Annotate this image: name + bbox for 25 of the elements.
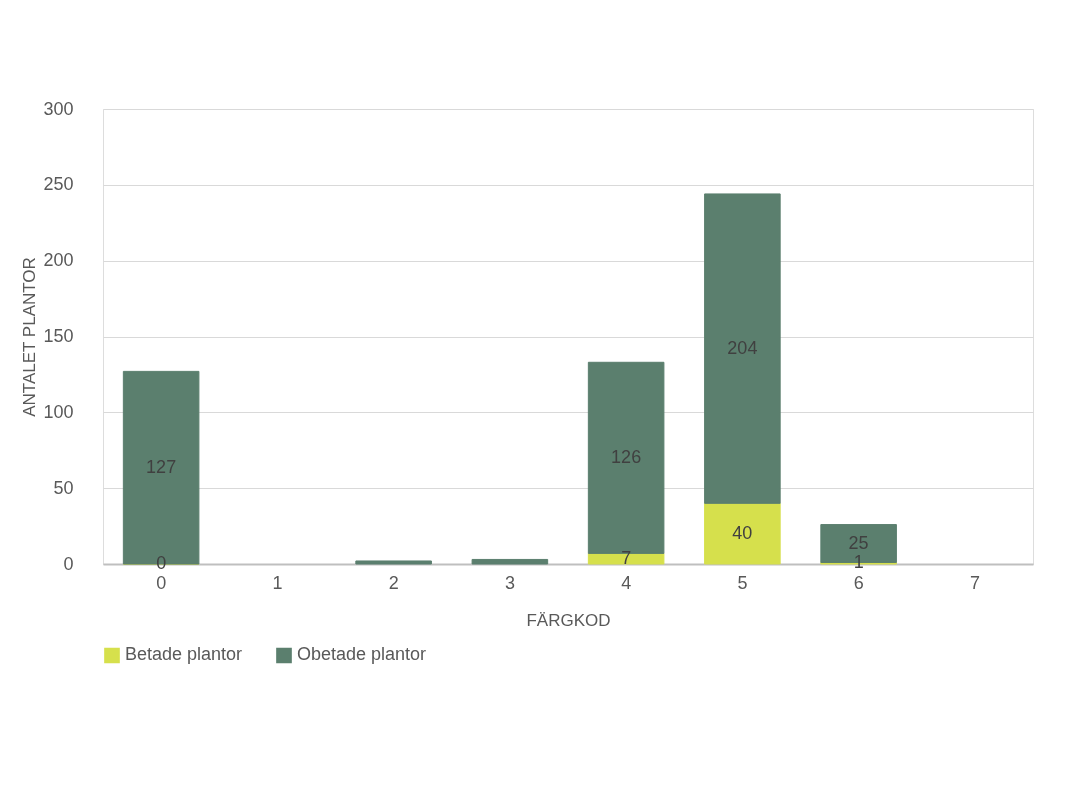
data-label: 204 [727,337,758,358]
y-axis-title: ANTALET PLANTOR [20,257,40,417]
y-tick-label: 150 [43,326,74,346]
data-label: 25 [848,532,869,553]
data-label: 127 [146,456,177,477]
x-tick-label: 2 [388,572,399,593]
y-tick-label: 300 [43,98,74,119]
x-tick-label: 5 [737,572,748,593]
x-tick-label: 1 [272,572,283,593]
legend-label: Betade plantor [125,644,243,665]
y-tick-label: 200 [43,250,74,271]
x-tick-label: 6 [853,572,864,593]
y-tick-label: 250 [43,174,74,195]
x-tick-label: 4 [621,572,632,593]
data-label: 7 [621,547,632,568]
y-tick-label: 0 [63,553,74,574]
y-tick-label: 100 [43,401,74,422]
x-axis-title: FÄRGKOD [526,610,611,630]
data-label: 40 [732,522,753,543]
x-tick-label: 0 [156,572,167,593]
x-tick-label: 7 [969,572,980,593]
legend-label: Obetade plantor [297,644,427,665]
data-label: 126 [611,446,642,467]
y-tick-label: 50 [53,477,74,498]
x-tick-label: 3 [504,572,515,593]
